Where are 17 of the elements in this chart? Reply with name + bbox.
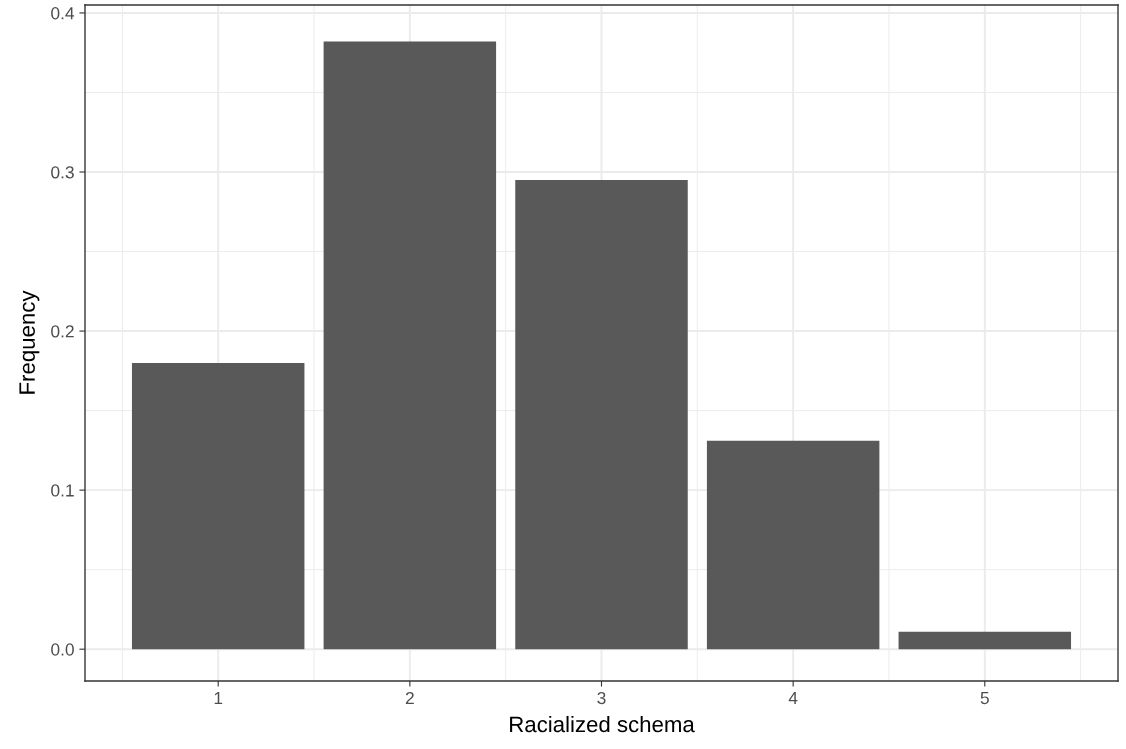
y-axis-title: Frequency xyxy=(19,290,40,394)
bar xyxy=(515,179,688,650)
y-tick-label: 0.0 xyxy=(51,643,74,656)
x-axis-title: Racialized schema xyxy=(510,715,695,733)
y-tick-label: 0.4 xyxy=(51,7,75,20)
x-tick-label: 2 xyxy=(405,691,414,704)
y-tick-label: 0.1 xyxy=(51,484,74,497)
y-tick-label: 0.2 xyxy=(51,325,74,338)
x-tick-label: 5 xyxy=(980,692,989,705)
x-tick-label: 4 xyxy=(788,692,798,704)
bar xyxy=(131,362,305,650)
y-tick-label: 0.3 xyxy=(51,166,74,179)
bar xyxy=(706,440,880,650)
x-tick-label: 1 xyxy=(214,692,223,704)
bar xyxy=(323,41,497,650)
x-tick-label: 3 xyxy=(597,691,606,705)
bar xyxy=(898,631,1072,650)
